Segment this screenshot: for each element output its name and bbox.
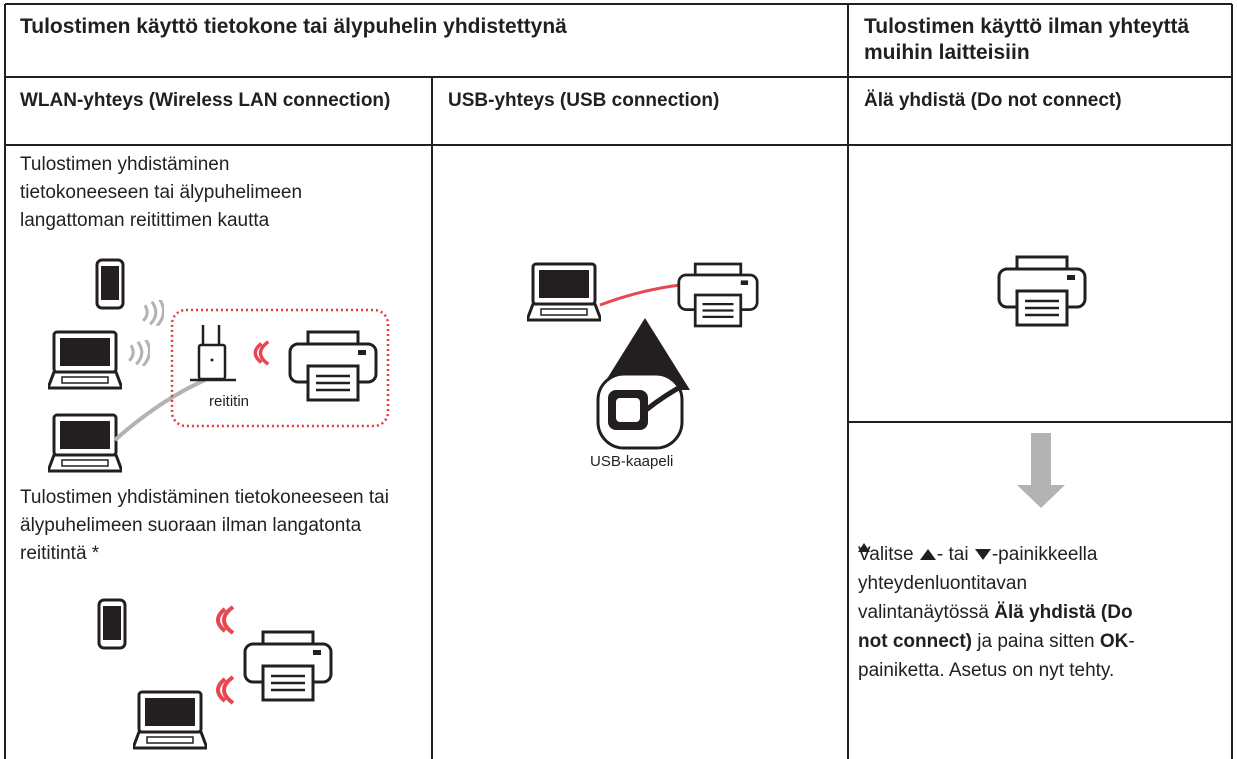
column-title: WLAN-yhteys (Wireless LAN connection) [20,90,391,111]
text: ja paina sitten [972,631,1100,652]
wlan-direct-diagram [97,598,333,750]
header-title: Tulostimen käyttö tietokone tai älypuhel… [20,15,567,38]
text: Valitse [858,544,919,565]
down-icon [974,549,991,560]
text: -painiketta. Asetus on nyt tehty. [858,631,1135,681]
table-lines [4,3,1233,759]
description: Tulostimen yhdistäminen tietokoneeseen t… [20,154,303,231]
usb-diagram [527,262,759,450]
text: -painikkeella yhteydenluontitavan valint… [858,544,1098,623]
header-right-title: Tulostimen käyttö ilman yhteyttä muihin … [864,15,1190,64]
column-title: Älä yhdistä (Do not connect) [864,90,1122,111]
wlan-router-diagram [48,258,390,473]
text: Älä yhdistä (Do not connect) [858,602,1133,652]
instruction: Valitse - tai -painikkeella yhteydenluon… [858,540,1148,685]
column-title: USB-yhteys (USB connection) [448,90,720,111]
description: Tulostimen yhdistäminen tietokoneeseen t… [20,487,389,564]
cable-label: USB-kaapeli [590,453,674,470]
router-label: reititin [209,393,250,410]
text: OK [1099,631,1129,652]
no-connect-diagram [858,255,1087,552]
up-icon [919,549,936,560]
text: - tai [936,544,974,565]
